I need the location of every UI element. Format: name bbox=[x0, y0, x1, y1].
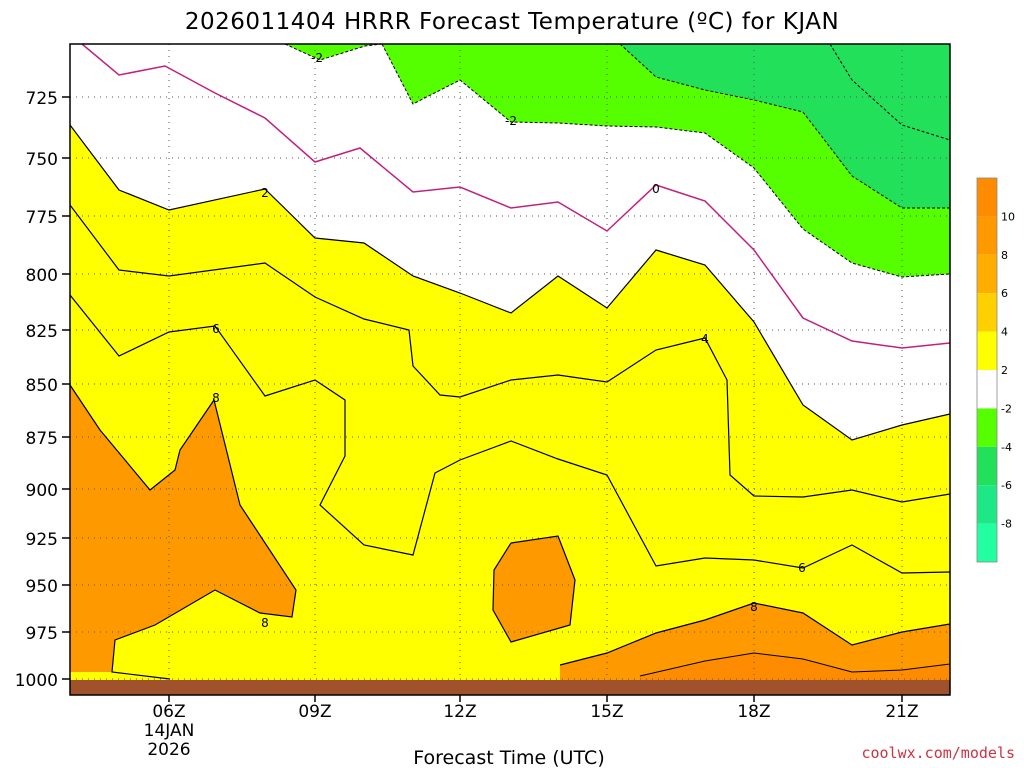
colorbar-bin bbox=[977, 331, 997, 370]
y-tick-label: 725 bbox=[26, 89, 58, 109]
ground-surface bbox=[70, 680, 950, 695]
x-tick-label: 15Z bbox=[590, 702, 623, 722]
blob-8-bottom bbox=[560, 603, 950, 680]
colorbar-bin bbox=[977, 370, 997, 409]
plot-area: -2 -2 0 2 4 6 6 8 8 8 bbox=[70, 44, 950, 695]
colorbar-bin bbox=[977, 523, 997, 562]
contour-label-neg2-b: -2 bbox=[505, 114, 517, 128]
contour-8-center bbox=[492, 535, 576, 643]
y-tick-label: 975 bbox=[26, 624, 58, 644]
x-axis-label: Forecast Time (UTC) bbox=[413, 747, 604, 768]
x-date-label-day: 14JAN bbox=[144, 721, 195, 741]
x-tick-label: 06Z bbox=[152, 702, 185, 722]
colorbar-frame bbox=[976, 177, 998, 563]
x-tick-label: 12Z bbox=[443, 702, 476, 722]
contour-label-6-a: 6 bbox=[212, 322, 220, 336]
contour-2 bbox=[70, 124, 950, 441]
band-neg2-2 bbox=[70, 125, 950, 695]
y-tick-label: 850 bbox=[26, 376, 58, 396]
contour-label-neg2-a: -2 bbox=[311, 51, 323, 65]
credit-text: coolwx.com/models bbox=[861, 744, 1015, 762]
colorbar-bin bbox=[977, 254, 997, 294]
colorbar-tick-label: 2 bbox=[1001, 364, 1008, 377]
contour-label-8-a: 8 bbox=[212, 391, 220, 405]
contour-label-6-b: 6 bbox=[798, 561, 806, 575]
colorbar-tick-label: -4 bbox=[1001, 441, 1012, 454]
y-axis-ticks: 725 750 775 800 825 850 875 900 925 950 975 1000 bbox=[15, 89, 70, 691]
x-axis-ticks: 06Z 09Z 12Z 15Z 18Z 21Z bbox=[152, 695, 919, 722]
colorbar-tick-label: 8 bbox=[1001, 249, 1008, 262]
contour-label-2: 2 bbox=[261, 186, 269, 200]
colorbar-tick-label: 6 bbox=[1001, 287, 1008, 300]
contour-label-4: 4 bbox=[701, 332, 709, 346]
y-tick-label: 925 bbox=[26, 530, 58, 550]
contour-neg4 bbox=[619, 44, 950, 209]
blob-8-left bbox=[70, 385, 296, 672]
y-tick-label: 950 bbox=[26, 577, 58, 597]
x-date-label-year: 2026 bbox=[147, 740, 190, 760]
y-tick-label: 800 bbox=[26, 266, 58, 286]
colorbar-bin bbox=[977, 178, 997, 217]
contour-label-8-c: 8 bbox=[750, 600, 758, 614]
gridlines bbox=[70, 44, 950, 695]
colorbar-bin bbox=[977, 485, 997, 524]
colorbar-tick-label: -8 bbox=[1001, 518, 1012, 531]
contour-6 bbox=[70, 294, 950, 574]
y-tick-label: 750 bbox=[26, 150, 58, 170]
contour-8-left bbox=[70, 384, 297, 680]
y-tick-label: 875 bbox=[26, 429, 58, 449]
band-neg6-neg4 bbox=[620, 44, 950, 208]
colorbar-bin bbox=[977, 216, 997, 255]
x-tick-label: 21Z bbox=[885, 702, 918, 722]
colorbar-bin bbox=[977, 293, 997, 332]
chart-title: 2026011404 HRRR Forecast Temperature (ºC… bbox=[185, 9, 839, 35]
contour-label-0: 0 bbox=[652, 182, 660, 196]
contour-labels: -2 -2 0 2 4 6 6 8 8 8 bbox=[212, 51, 806, 630]
contour-10-bottom bbox=[639, 652, 950, 677]
x-tick-label: 18Z bbox=[737, 702, 770, 722]
colorbar-tick-label: 4 bbox=[1001, 326, 1008, 339]
contour-neg2 bbox=[284, 44, 950, 278]
blob-10-bottom bbox=[640, 653, 950, 680]
x-tick-label: 09Z bbox=[298, 702, 331, 722]
colorbar: 10 8 6 4 2 -2 -4 -6 -8 bbox=[976, 177, 1015, 563]
colorbar-tick-label: 10 bbox=[1001, 210, 1015, 223]
contour-8-bottom bbox=[559, 602, 950, 666]
colorbar-bin bbox=[977, 408, 997, 447]
contour-label-8-b: 8 bbox=[261, 616, 269, 630]
contour-4 bbox=[70, 204, 950, 503]
y-tick-label: 900 bbox=[26, 481, 58, 501]
blob-8-center bbox=[493, 536, 575, 642]
y-tick-label: 1000 bbox=[15, 671, 58, 691]
colorbar-tick-label: -6 bbox=[1001, 479, 1012, 492]
y-tick-label: 775 bbox=[26, 208, 58, 228]
plot-frame bbox=[69, 43, 951, 696]
y-tick-label: 825 bbox=[26, 322, 58, 342]
colorbar-tick-label: -2 bbox=[1001, 402, 1012, 415]
colorbar-bin bbox=[977, 446, 997, 486]
contour-0 bbox=[81, 44, 950, 349]
